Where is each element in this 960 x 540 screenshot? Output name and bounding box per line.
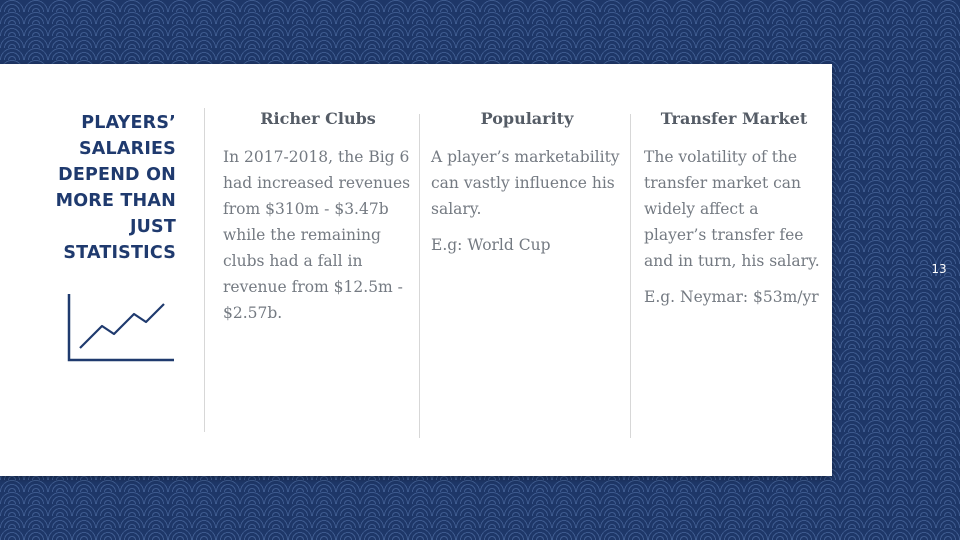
column-paragraph: E.g. Neymar: $53m/yr	[644, 288, 819, 306]
column-paragraph: In 2017-2018, the Big 6 had increased re…	[223, 148, 411, 322]
slide-number: 13	[931, 262, 947, 276]
column-paragraph: A player’s marketability can vastly infl…	[431, 148, 620, 218]
column-body: In 2017-2018, the Big 6 had increased re…	[223, 144, 413, 326]
column-paragraph: The volatility of the transfer market ca…	[644, 148, 820, 270]
column-heading: Transfer Market	[660, 109, 808, 128]
column-heading: Richer Clubs	[260, 109, 376, 128]
content-card: Players’ salaries depend on more than ju…	[0, 64, 832, 476]
column-heading: Popularity	[480, 109, 574, 128]
column-popularity: Popularity A player’s marketability can …	[431, 108, 623, 268]
slide-title: Players’ salaries depend on more than ju…	[55, 113, 176, 263]
column-body: The volatility of the transfer market ca…	[644, 144, 824, 310]
divider-2	[419, 114, 420, 438]
divider-3	[630, 114, 631, 438]
divider-1	[204, 108, 205, 432]
column-transfer-market: Transfer Market The volatility of the tr…	[644, 108, 824, 320]
column-paragraph: E.g: World Cup	[431, 236, 551, 254]
line-chart-icon	[67, 294, 174, 362]
column-richer-clubs: Richer Clubs In 2017-2018, the Big 6 had…	[223, 108, 413, 336]
column-body: A player’s marketability can vastly infl…	[431, 144, 623, 258]
